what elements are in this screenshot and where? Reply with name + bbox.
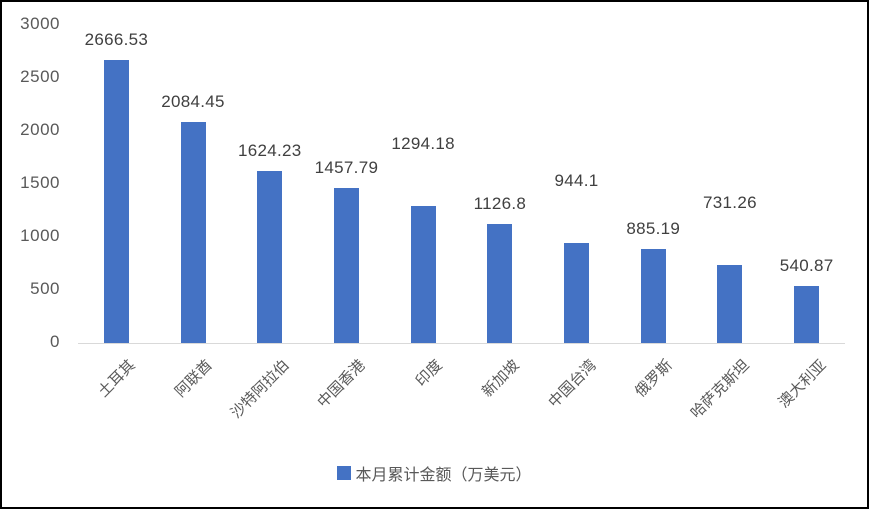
bar [717,265,743,343]
x-axis-line [78,343,845,344]
legend-swatch-icon [337,466,352,480]
x-category-label: 哈萨克斯坦 [687,356,753,422]
bar-value-label: 944.1 [554,170,599,190]
bar [640,249,666,343]
bar [410,205,436,343]
x-category-label: 中国香港 [314,356,370,412]
legend: 本月累计金额（万美元） [0,462,869,484]
x-category-label: 土耳其 [95,356,140,401]
x-category-label: 澳大利亚 [774,356,830,412]
bar-value-label: 2084.45 [161,92,225,112]
bar-value-label: 540.87 [779,255,834,275]
y-axis-tick-label: 3000 [20,14,60,33]
bar [257,170,283,343]
x-category-label: 沙特阿拉伯 [227,356,293,422]
bar [564,242,590,343]
y-axis-tick-label: 1000 [20,226,60,245]
bar [487,223,513,343]
y-axis-tick-label: 2000 [20,120,60,139]
bar-value-label: 885.19 [626,219,681,239]
x-category-label: 阿联酋 [171,356,216,401]
bar [333,188,359,343]
y-axis-tick-label: 2500 [20,67,60,86]
bar [794,285,820,343]
x-category-label: 中国台湾 [544,356,600,412]
x-category-label: 俄罗斯 [632,356,676,401]
bar [180,122,206,343]
bar-value-label: 1126.8 [473,193,527,213]
bar-value-label: 731.26 [703,193,757,213]
bar [103,60,129,343]
bar-value-label: 1294.18 [391,133,455,153]
legend-label: 本月累计金额（万美元） [355,467,532,484]
x-category-label: 新加坡 [478,356,523,401]
bar-value-label: 1624.23 [237,140,302,160]
y-axis-tick-label: 0 [50,332,60,351]
bar-value-label: 2666.53 [84,30,149,50]
x-category-label: 印度 [412,356,446,390]
y-axis-tick-label: 1500 [20,173,60,192]
bar-value-label: 1457.79 [314,158,379,178]
y-axis-tick-label: 500 [30,279,60,298]
